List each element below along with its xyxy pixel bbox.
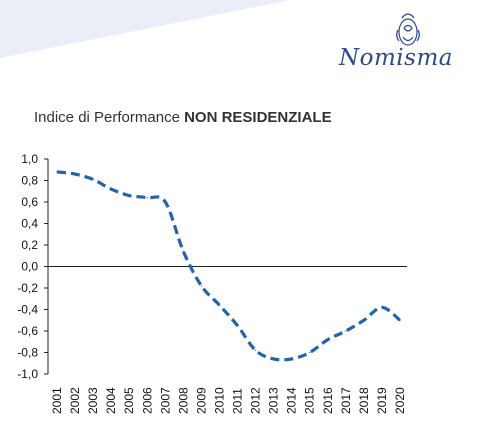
series-point: [309, 351, 311, 354]
x-tick-label: 2011: [231, 388, 245, 414]
nomisma-emblem-icon: [396, 13, 420, 46]
x-tick-label: 2002: [68, 387, 82, 414]
series-point: [254, 349, 257, 351]
x-axis-labels: 2001 2002 2003 2004 2005 2006 2007 2008 2009 2010…: [50, 387, 407, 414]
decorative-header-band: [0, 0, 290, 58]
x-tick-label: 2003: [86, 387, 100, 414]
series-point: [110, 188, 112, 190]
y-tick-label: -0,2: [17, 281, 38, 295]
series-point: [92, 178, 94, 181]
series-point: [345, 330, 347, 332]
x-tick-label: 2018: [357, 387, 371, 414]
series-point: [164, 201, 166, 203]
x-tick-label: 2001: [50, 387, 64, 414]
series-point: [236, 325, 239, 327]
y-tick-label: 1,0: [21, 152, 38, 166]
x-tick-label: 2008: [176, 387, 190, 414]
series-point: [146, 197, 148, 199]
x-tick-label: 2013: [267, 387, 281, 414]
y-tick-label: 0,6: [21, 195, 38, 209]
brand-logotype: Nomisma: [339, 45, 453, 71]
header-band-shape: [0, 0, 290, 58]
series-point: [218, 304, 221, 306]
series-point: [381, 306, 383, 308]
y-tick-label: -1,0: [17, 367, 38, 381]
x-tick-label: 2006: [140, 387, 154, 414]
series-point: [327, 339, 329, 341]
x-tick-label: 2010: [212, 387, 226, 414]
y-tick-label: 0,2: [21, 238, 38, 252]
chart-title-main: Indice di Performance: [34, 109, 180, 126]
y-tick-label: 0,8: [21, 174, 38, 188]
y-axis-labels: 1,0 0,8 0,6 0,4 0,2 0,0 -0,2 -0,4 -0,6 -0,8 -1,0: [17, 152, 38, 381]
x-tick-label: 2020: [393, 387, 407, 414]
series-point: [74, 173, 76, 175]
x-tick-label: 2009: [194, 387, 208, 414]
series-point: [128, 194, 130, 197]
y-tick-label: -0,8: [17, 346, 38, 360]
y-tick-label: -0,6: [17, 324, 38, 338]
x-tick-label: 2016: [321, 387, 335, 414]
series-points: [56, 171, 401, 360]
x-tick-label: 2004: [104, 387, 118, 414]
x-tick-label: 2005: [122, 387, 136, 414]
series-point: [273, 358, 275, 360]
x-tick-label: 2014: [285, 387, 299, 414]
x-tick-label: 2017: [339, 387, 353, 414]
series-point: [291, 358, 293, 360]
chart-title-emphasis: NON RESIDENZIALE: [184, 109, 332, 126]
y-tick-label: 0,4: [21, 217, 38, 231]
series-point: [363, 319, 365, 321]
series-line-non-residenziale: [56, 170, 402, 362]
x-tick-label: 2019: [375, 387, 389, 414]
x-tick-label: 2012: [249, 387, 263, 414]
x-tick-label: 2007: [158, 387, 172, 414]
series-point: [200, 285, 203, 287]
y-tick-label: 0,0: [21, 260, 38, 274]
chart-title: Indice di Performance NON RESIDENZIALE: [34, 109, 332, 126]
series-point: [182, 250, 184, 253]
y-tick-label: -0,4: [17, 303, 38, 317]
series-point: [399, 319, 401, 321]
x-tick-label: 2015: [303, 387, 317, 414]
y-axis-ticks: [44, 158, 48, 375]
series-point: [56, 171, 58, 173]
